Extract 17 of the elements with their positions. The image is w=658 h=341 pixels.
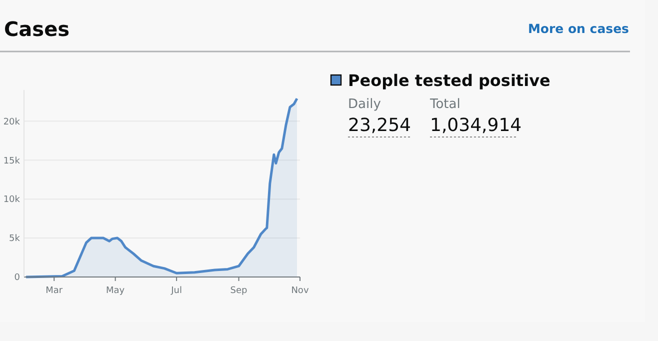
y-tick-label: 20k <box>3 117 21 128</box>
x-tick-label: Sep <box>230 286 248 296</box>
chart-title: Cases <box>4 17 70 41</box>
y-tick-label: 0 <box>14 273 20 284</box>
x-tick-label: Mar <box>46 286 63 296</box>
x-tick-label: May <box>106 286 126 296</box>
text: 1,034,914 <box>430 115 522 136</box>
text: Total <box>429 97 460 112</box>
text: Daily <box>348 97 382 112</box>
x-tick-label: Nov <box>291 286 310 296</box>
legend-label: People tested positive <box>348 71 550 90</box>
y-tick-label: 10k <box>3 195 21 206</box>
y-tick-label: 5k <box>9 234 21 244</box>
text: More on cases <box>528 21 629 36</box>
text: 23,254 <box>348 115 411 136</box>
y-tick-label: 15k <box>3 156 21 166</box>
x-tick-label: Jul <box>170 286 182 296</box>
